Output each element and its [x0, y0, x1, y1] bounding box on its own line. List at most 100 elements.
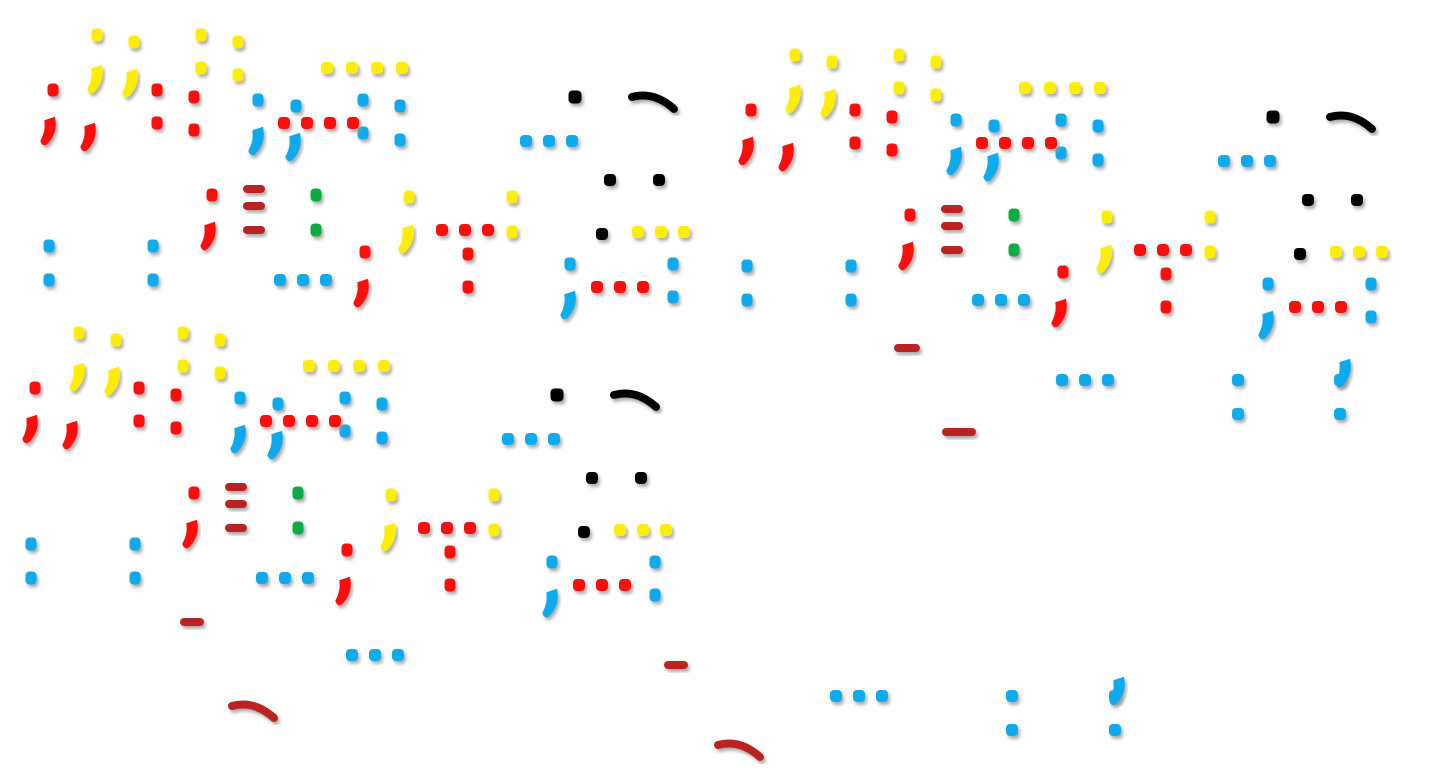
glyph-dot — [1232, 408, 1244, 420]
glyph-dot-row — [637, 524, 649, 536]
glyph-dot — [206, 188, 218, 202]
glyph-dot-row — [274, 274, 286, 286]
glyph-comma — [182, 519, 198, 549]
glyph-dot — [930, 55, 942, 69]
glyph-dot-row — [324, 117, 336, 129]
glyph-dot — [444, 545, 456, 559]
glyph-comma — [285, 132, 301, 162]
glyph-dot — [1365, 277, 1377, 291]
glyph-dot — [43, 239, 55, 253]
glyph-dot — [741, 293, 753, 307]
glyph-comma — [248, 126, 264, 156]
glyph-dot — [826, 55, 838, 69]
glyph-dot-row — [573, 579, 585, 591]
glyph-comma — [738, 136, 754, 166]
glyph-dot — [252, 93, 264, 107]
glyph-dot — [357, 93, 369, 107]
glyph-dot-row — [256, 572, 268, 584]
glyph-dot — [550, 388, 564, 402]
glyph-dot — [177, 359, 189, 373]
glyph-dot — [845, 259, 857, 273]
glyph-swoosh — [1326, 111, 1376, 133]
glyph-dot-row — [525, 433, 537, 445]
glyph-dot — [653, 174, 665, 186]
glyph-dot — [1365, 310, 1377, 324]
glyph-dot — [649, 588, 661, 602]
glyph-dot — [667, 290, 679, 304]
glyph-dot — [346, 649, 358, 661]
glyph-dot — [341, 543, 353, 557]
glyph-dot — [147, 239, 159, 253]
glyph-dash — [225, 500, 247, 508]
glyph-dot-row — [614, 281, 626, 293]
glyph-dot — [904, 208, 916, 222]
glyph-dot — [462, 247, 474, 261]
glyph-comma — [1258, 310, 1274, 340]
glyph-comma — [380, 522, 396, 552]
glyph-dot-row — [999, 137, 1011, 149]
glyph-dot — [385, 488, 397, 502]
glyph-dot — [1092, 119, 1104, 133]
glyph-dot-row — [1069, 82, 1081, 94]
glyph-dot — [214, 366, 226, 380]
glyph-dot-row — [976, 137, 988, 149]
glyph-dot-row — [972, 294, 984, 306]
glyph-dot — [232, 35, 244, 49]
glyph-dot-row — [1044, 82, 1056, 94]
glyph-swoosh — [610, 389, 660, 411]
glyph-dot-row — [1264, 155, 1276, 167]
glyph-dot — [177, 326, 189, 340]
glyph-dot — [290, 99, 302, 113]
glyph-dot — [893, 48, 905, 62]
glyph-dot-row — [328, 360, 340, 372]
glyph-dot-row — [459, 224, 471, 236]
glyph-dot — [564, 257, 576, 271]
glyph-dot-row — [329, 415, 341, 427]
glyph-comma — [946, 146, 962, 176]
glyph-dot — [133, 381, 145, 395]
glyph-dash — [243, 226, 265, 234]
glyph-dot — [43, 273, 55, 287]
glyph-dot — [845, 293, 857, 307]
glyph-dot — [188, 90, 200, 104]
glyph-dot — [506, 225, 518, 239]
glyph-dot — [1109, 724, 1121, 736]
glyph-dot — [1302, 194, 1314, 206]
glyph-dot-row — [678, 226, 690, 238]
glyph-dot — [73, 326, 85, 340]
glyph-dot-row — [520, 135, 532, 147]
glyph-dot-row — [283, 415, 295, 427]
glyph-dot-row — [436, 224, 448, 236]
glyph-dot — [789, 48, 801, 62]
glyph-dash — [225, 483, 247, 491]
glyph-dot-row — [1289, 301, 1301, 313]
glyph-comma — [62, 420, 78, 450]
glyph-comma — [104, 366, 120, 396]
glyph-swoosh — [714, 739, 764, 761]
glyph-dot — [376, 431, 388, 445]
glyph-dot — [359, 245, 371, 259]
glyph-dot — [292, 486, 304, 500]
glyph-dot-row — [346, 62, 358, 74]
glyph-comma — [398, 224, 414, 254]
glyph-dot-row — [995, 294, 1007, 306]
glyph-dot — [214, 333, 226, 347]
glyph-comma — [69, 362, 85, 392]
glyph-dot — [339, 424, 351, 438]
glyph-dot — [1008, 243, 1020, 257]
glyph-dot — [1294, 248, 1306, 260]
glyph-comma — [560, 290, 576, 320]
glyph-comma — [200, 221, 216, 251]
glyph-dot-row — [378, 360, 390, 372]
glyph-dot-row — [1019, 82, 1031, 94]
glyph-dot-row — [303, 360, 315, 372]
glyph-comma — [1096, 244, 1112, 274]
glyph-dot — [232, 68, 244, 82]
glyph-dot — [667, 257, 679, 271]
glyph-dot — [596, 228, 608, 240]
glyph-dash — [942, 428, 976, 436]
glyph-dot — [886, 110, 898, 124]
glyph-dot-row — [418, 522, 430, 534]
glyph-dot-row — [1218, 155, 1230, 167]
